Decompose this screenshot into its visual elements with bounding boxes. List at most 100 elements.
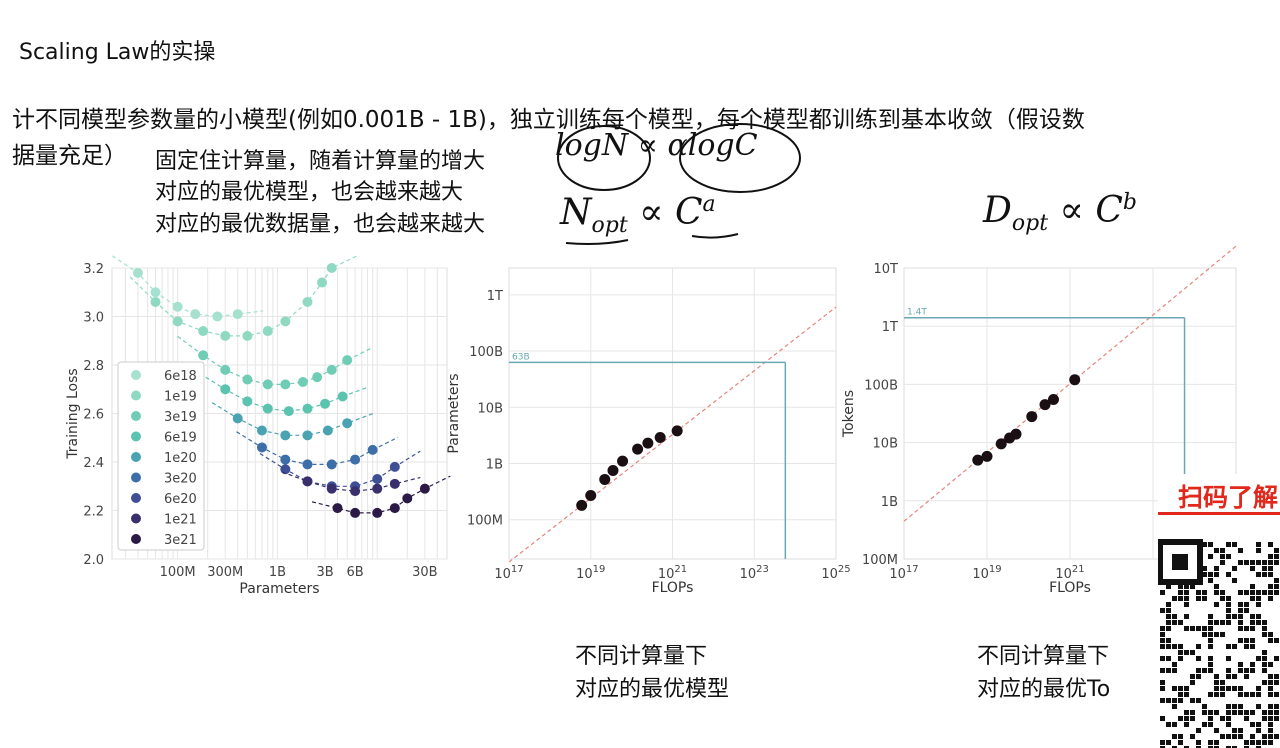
qr-module — [1172, 734, 1177, 739]
qr-module — [1232, 734, 1237, 739]
qr-module — [1214, 590, 1219, 595]
qr-code-panel[interactable] — [1158, 474, 1280, 748]
qr-module — [1190, 626, 1195, 631]
qr-module — [1238, 620, 1243, 625]
qr-module — [1274, 548, 1279, 553]
data-point — [372, 473, 383, 484]
qr-module — [1226, 608, 1231, 613]
qr-module — [1166, 614, 1171, 619]
data-point — [332, 503, 343, 514]
data-point — [326, 263, 337, 273]
qr-module — [1268, 572, 1273, 577]
data-point — [402, 493, 413, 504]
qr-module — [1268, 542, 1273, 547]
x-tick-label: 1017 — [889, 564, 918, 582]
x-tick-label: 1019 — [972, 564, 1001, 582]
data-point — [367, 444, 378, 455]
y-axis-label: Training Loss — [65, 368, 81, 459]
qr-module — [1256, 746, 1261, 748]
qr-module — [1202, 722, 1207, 727]
data-point — [262, 326, 273, 337]
qr-module — [1172, 722, 1177, 727]
data-point — [1039, 399, 1051, 411]
qr-module — [1184, 614, 1189, 619]
qr-module — [1226, 656, 1231, 661]
qr-module — [1250, 638, 1255, 643]
qr-module — [1232, 686, 1237, 691]
x-tick-label: 1019 — [576, 564, 605, 582]
y-tick-label: 100M — [467, 514, 503, 529]
qr-module — [1268, 692, 1273, 697]
qr-module — [1274, 716, 1279, 721]
qr-module — [1256, 560, 1261, 565]
data-point — [172, 316, 183, 327]
data-point — [389, 478, 400, 489]
qr-module — [1208, 722, 1213, 727]
qr-module — [1226, 614, 1231, 619]
qr-module — [1238, 548, 1243, 553]
qr-module — [1250, 584, 1255, 589]
qr-module — [1208, 644, 1213, 649]
qr-module — [1262, 716, 1267, 721]
y-tick-label: 10T — [874, 262, 899, 277]
qr-module — [1238, 704, 1243, 709]
qr-module — [1196, 644, 1201, 649]
qr-module — [1232, 566, 1237, 571]
y-tick-label: 2.0 — [83, 553, 104, 568]
data-point — [1010, 428, 1022, 440]
qr-module — [1220, 590, 1225, 595]
data-point — [607, 465, 619, 477]
y-tick-label: 2.8 — [83, 359, 104, 374]
qr-module — [1208, 626, 1213, 631]
qr-banner-text: 扫码了解 — [1178, 483, 1279, 512]
qr-module — [1274, 710, 1279, 715]
qr-module — [1166, 644, 1171, 649]
y-tick-label: 1B — [486, 457, 503, 472]
qr-module — [1238, 626, 1243, 631]
caption-params-line-1: 不同计算量下 — [575, 644, 708, 669]
qr-module — [1274, 638, 1279, 643]
qr-module — [1208, 620, 1213, 625]
qr-module — [1208, 716, 1213, 721]
qr-module — [1268, 596, 1273, 601]
data-point — [342, 355, 353, 366]
qr-module — [1184, 650, 1189, 655]
qr-module — [1220, 680, 1225, 685]
qr-module — [1226, 710, 1231, 715]
data-point — [302, 459, 313, 470]
qr-module — [1268, 722, 1273, 727]
qr-module — [1214, 572, 1219, 577]
qr-module — [1184, 626, 1189, 631]
qr-module — [1274, 692, 1279, 697]
qr-module — [1184, 746, 1189, 748]
qr-module — [1244, 746, 1249, 748]
data-point — [1026, 411, 1038, 423]
legend-marker — [131, 472, 141, 483]
data-point — [576, 499, 588, 511]
qr-module — [1178, 584, 1183, 589]
qr-module — [1238, 728, 1243, 733]
legend-label: 6e19 — [164, 431, 197, 446]
qr-module — [1244, 716, 1249, 721]
data-point — [242, 396, 253, 407]
qr-module — [1184, 584, 1189, 589]
formula-d-prop: ∝ — [1059, 190, 1084, 231]
data-point — [320, 398, 331, 409]
qr-module — [1166, 608, 1171, 613]
qr-module — [1220, 548, 1225, 553]
caption-params-line-2: 对应的最优模型 — [575, 677, 730, 702]
x-tick-label: 3B — [316, 565, 333, 580]
legend-label: 1e19 — [164, 390, 197, 405]
qr-module — [1196, 728, 1201, 733]
series-fit-line — [129, 255, 358, 337]
qr-module — [1190, 680, 1195, 685]
qr-module — [1208, 632, 1213, 637]
data-point — [256, 425, 267, 436]
qr-module — [1160, 668, 1165, 673]
qr-module — [1226, 746, 1231, 748]
qr-module — [1268, 674, 1273, 679]
qr-module — [1160, 656, 1165, 661]
qr-module — [1238, 668, 1243, 673]
data-point — [326, 364, 337, 375]
